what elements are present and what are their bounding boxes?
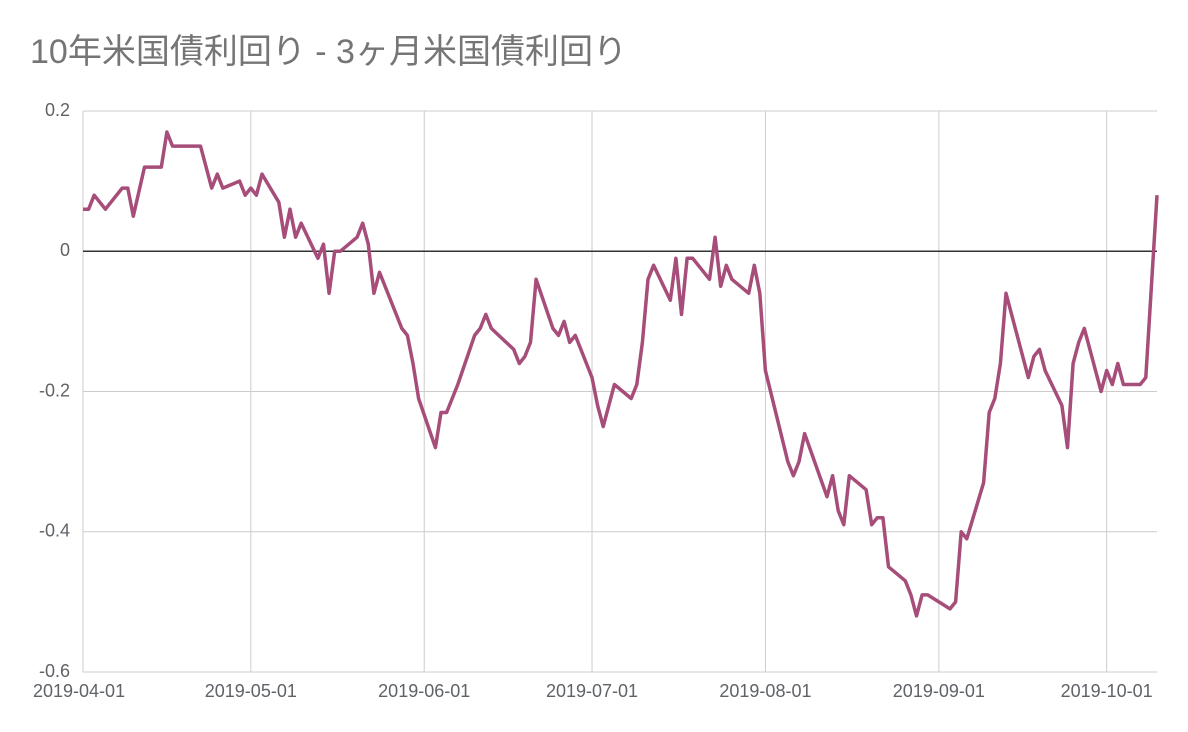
x-tick-label: 2019-06-01 — [378, 681, 470, 701]
y-tick-label: -0.6 — [39, 661, 70, 681]
x-tick-label: 2019-07-01 — [546, 681, 638, 701]
x-tick-label: 2019-10-01 — [1061, 681, 1153, 701]
y-tick-label: -0.4 — [39, 521, 70, 541]
x-tick-label: 2019-04-01 — [33, 681, 125, 701]
y-tick-label: 0.2 — [45, 100, 70, 120]
x-tick-label: 2019-08-01 — [719, 681, 811, 701]
x-tick-label: 2019-05-01 — [205, 681, 297, 701]
y-tick-label: -0.2 — [39, 380, 70, 400]
chart-title: 10年米国債利回り - 3ヶ月米国債利回り — [30, 33, 627, 71]
x-tick-label: 2019-09-01 — [893, 681, 985, 701]
y-tick-label: 0 — [60, 240, 70, 260]
data-line — [83, 130, 1159, 618]
